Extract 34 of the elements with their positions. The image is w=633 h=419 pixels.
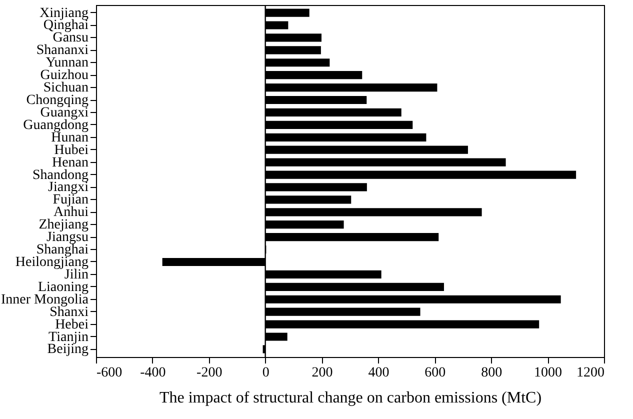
y-tick-label: Heilongjiang <box>15 254 88 270</box>
y-tick-label: Hubei <box>54 142 89 158</box>
y-tick-label: Hebei <box>55 317 89 332</box>
y-tick-label: Jilin <box>64 267 88 282</box>
y-tick-label: Jiangxi <box>48 180 89 196</box>
x-tick-label: -400 <box>140 366 166 380</box>
y-tick-label: Shandong <box>32 168 88 183</box>
x-tick-label: 0 <box>262 366 270 380</box>
y-tick-label: Zhejiang <box>38 218 88 233</box>
x-tick-label: -200 <box>196 366 222 380</box>
x-tick-label: -600 <box>96 366 122 380</box>
y-tick-label: Xinjiang <box>40 6 88 21</box>
x-tick-label: 800 <box>481 366 502 380</box>
y-tick-label: Chongqing <box>26 93 88 108</box>
y-tick-label: Inner Mongolia <box>1 292 90 308</box>
x-tick-label: 400 <box>368 366 390 380</box>
y-tick-label: Beijing <box>47 342 88 358</box>
y-tick-label: Qinghai <box>43 18 89 34</box>
y-tick-label: Henan <box>52 155 88 170</box>
y-tick-label: Guangdong <box>23 118 88 133</box>
y-tick-label: Anhui <box>54 205 89 220</box>
x-tick-label: 1200 <box>576 366 604 380</box>
x-tick-label: 200 <box>312 366 333 380</box>
y-tick-label: Liaoning <box>38 280 88 295</box>
y-tick-label: Shanxi <box>50 304 89 320</box>
x-tick-label: 600 <box>424 366 446 380</box>
y-tick-label: Tianjin <box>48 330 88 345</box>
y-tick-label: Shananxi <box>36 43 89 58</box>
y-tick-label: Sichuan <box>43 80 88 96</box>
y-tick-label: Fujian <box>52 192 88 208</box>
x-axis-title: The impact of structural change on carbon emissions (MtC) <box>159 390 542 406</box>
y-tick-label: Gansu <box>52 30 88 46</box>
x-tick-label: 1000 <box>534 366 562 380</box>
y-tick-label: Jiangsu <box>46 230 88 246</box>
